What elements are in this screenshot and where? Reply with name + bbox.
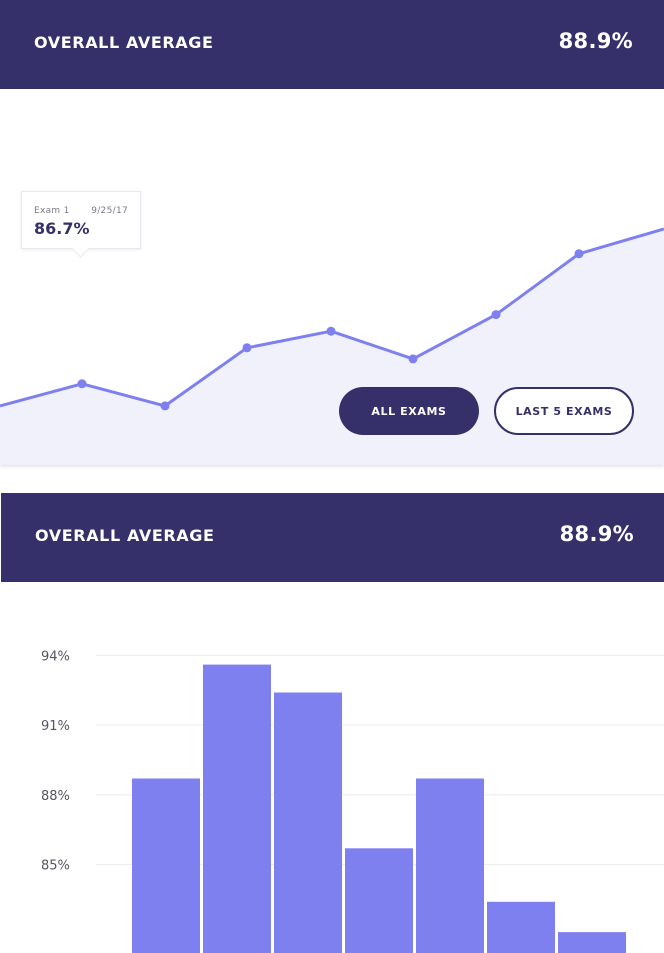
bar[interactable] — [416, 778, 484, 953]
bar[interactable] — [487, 901, 555, 953]
data-point[interactable] — [160, 401, 170, 411]
bar[interactable] — [203, 664, 271, 953]
data-point[interactable] — [408, 354, 418, 364]
header-value: 88.9% — [558, 29, 633, 53]
overall-average-header: OVERALL AVERAGE 88.9% — [0, 0, 664, 89]
exam-tooltip: Exam 1 9/25/17 86.7% — [21, 191, 141, 249]
y-tick-label: 91% — [41, 719, 70, 734]
all-exams-button[interactable]: ALL EXAMS — [339, 387, 479, 435]
y-tick-label: 85% — [41, 859, 70, 874]
bar[interactable] — [132, 778, 200, 953]
header-title: OVERALL AVERAGE — [35, 526, 215, 545]
y-tick-label: 88% — [41, 789, 70, 804]
header-value: 88.9% — [559, 522, 634, 546]
data-point[interactable] — [242, 343, 252, 353]
last-5-exams-button[interactable]: LAST 5 EXAMS — [494, 387, 634, 435]
tooltip-exam-label: Exam 1 — [34, 206, 70, 216]
bar[interactable] — [558, 932, 626, 953]
overall-average-header-2: OVERALL AVERAGE 88.9% — [1, 493, 664, 582]
data-point[interactable] — [326, 326, 336, 336]
data-point[interactable] — [77, 379, 87, 389]
header-title: OVERALL AVERAGE — [34, 33, 214, 52]
bar-chart: 85% 88% 91% 94% — [41, 649, 664, 953]
tooltip-value: 86.7% — [34, 219, 90, 238]
bar[interactable] — [274, 692, 342, 953]
data-point[interactable] — [491, 310, 501, 320]
tooltip-date: 9/25/17 — [91, 206, 128, 216]
bar[interactable] — [345, 848, 413, 953]
y-tick-label: 94% — [41, 649, 70, 664]
data-point[interactable] — [574, 249, 584, 259]
